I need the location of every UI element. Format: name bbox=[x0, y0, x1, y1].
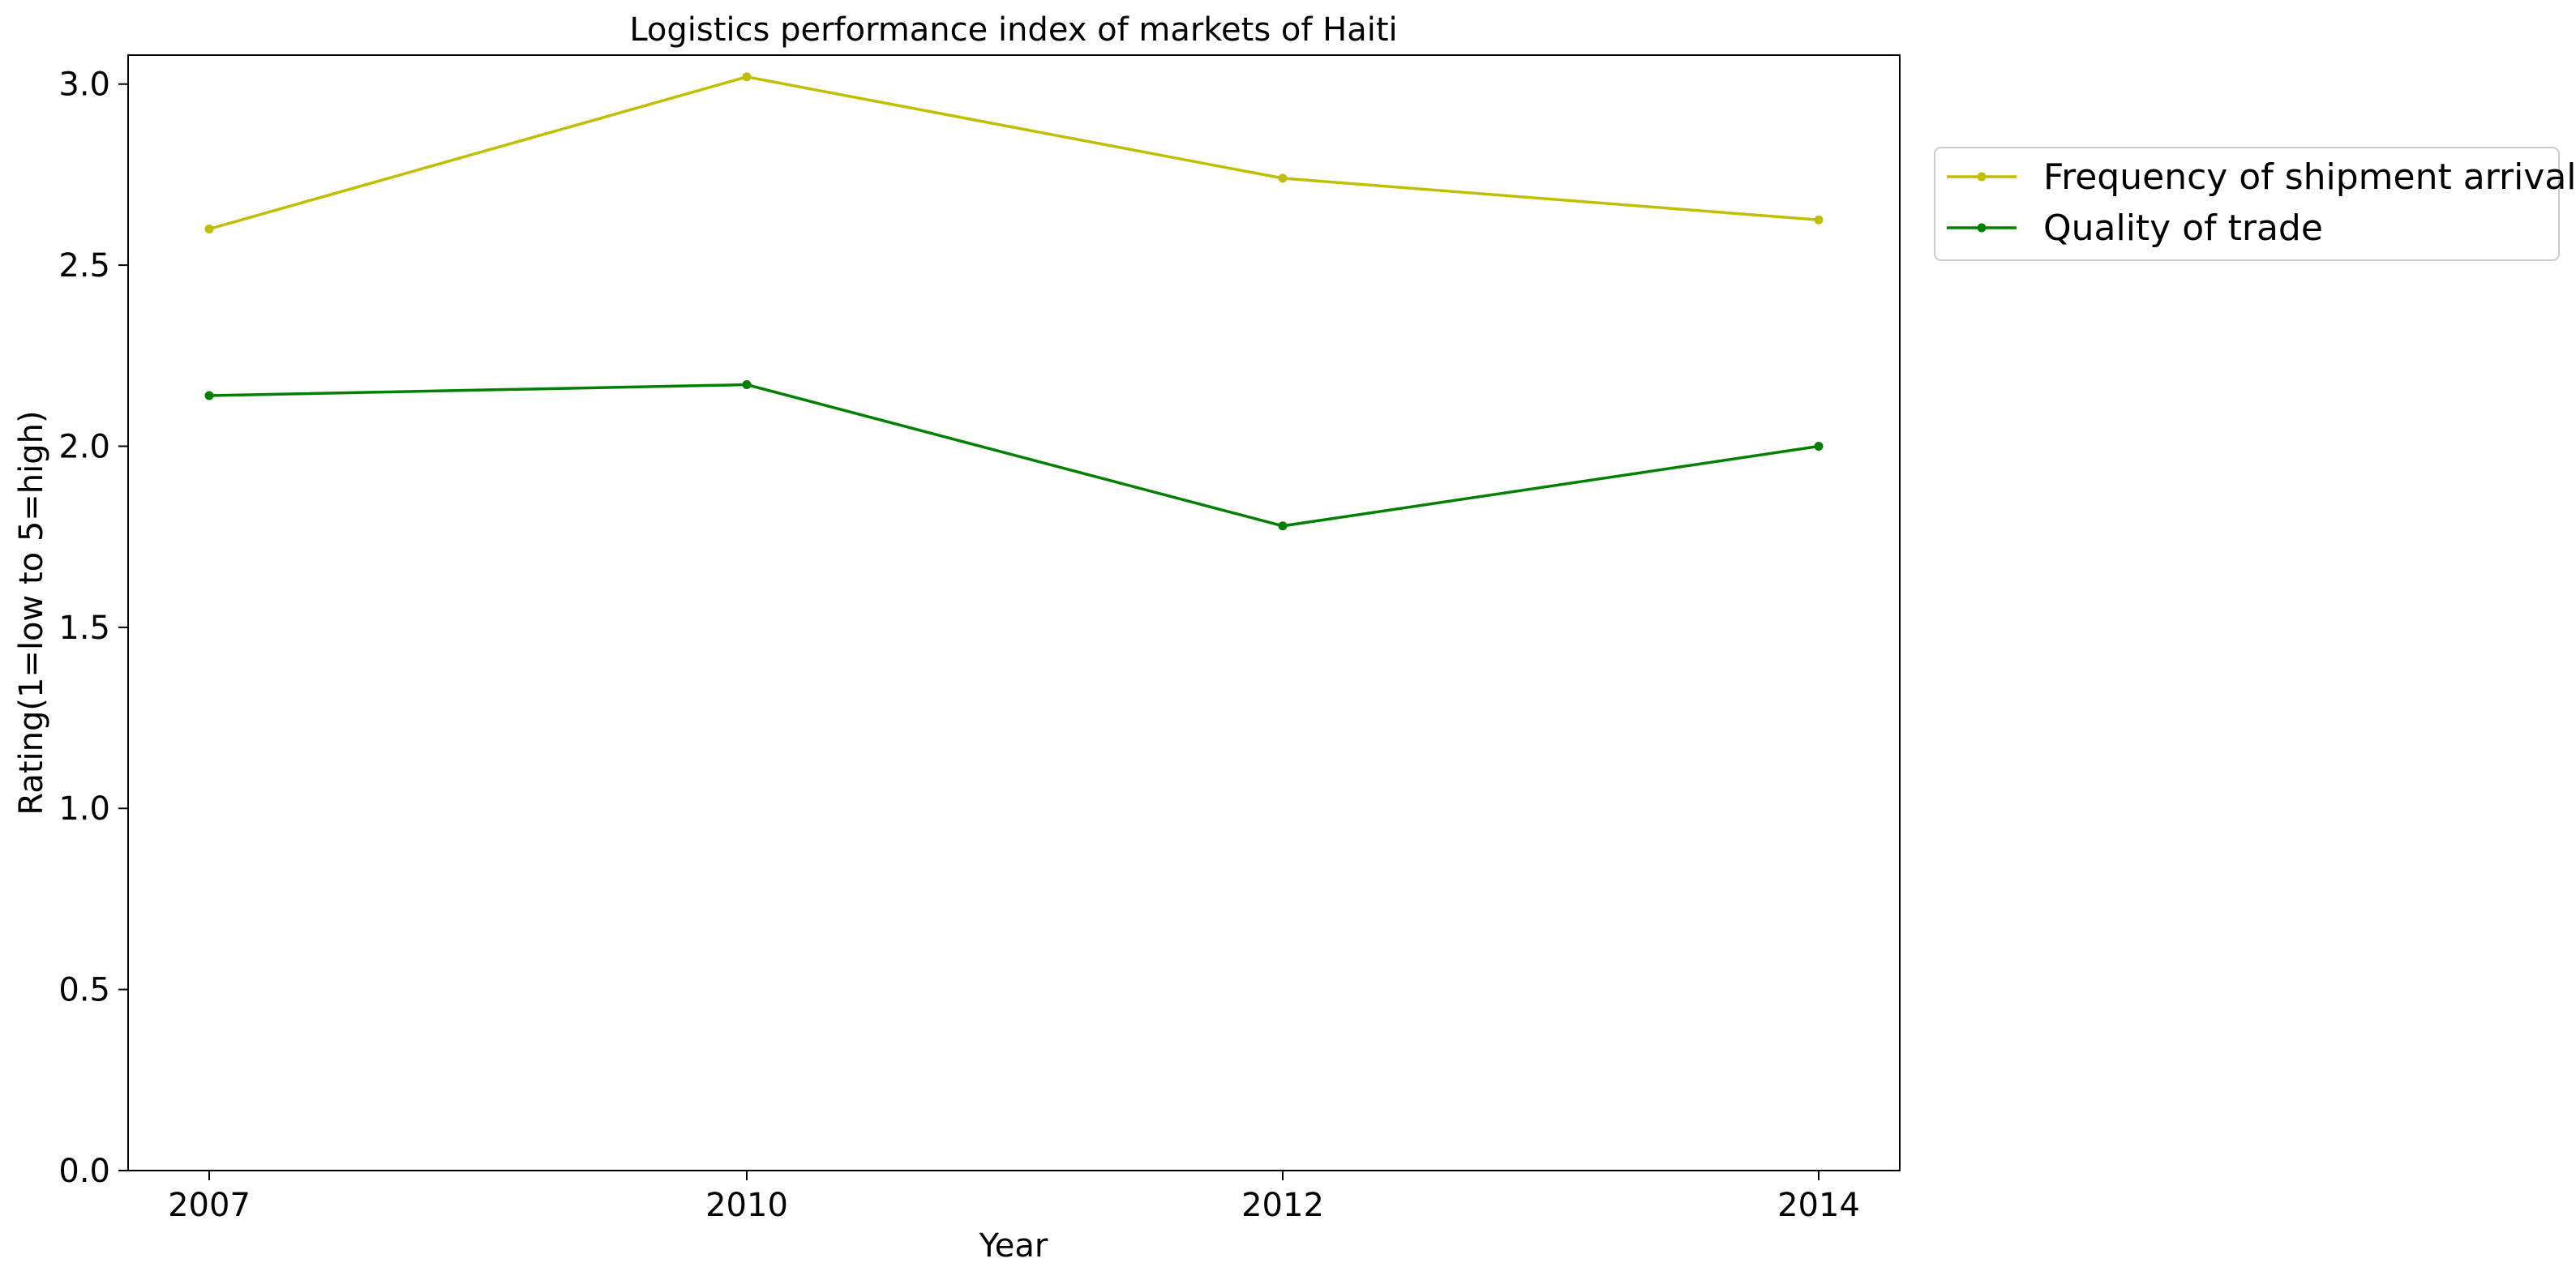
y-tick-label: 1.5 bbox=[58, 610, 110, 647]
legend-marker bbox=[1977, 223, 1987, 233]
legend-label: Quality of trade bbox=[2043, 208, 2323, 249]
x-axis-label: Year bbox=[979, 1227, 1048, 1265]
y-tick-label: 2.0 bbox=[58, 428, 110, 465]
data-point bbox=[1814, 441, 1824, 451]
data-point bbox=[204, 224, 214, 233]
y-tick-label: 0.0 bbox=[58, 1153, 110, 1190]
data-point bbox=[204, 391, 214, 400]
data-point bbox=[1278, 173, 1288, 183]
y-tick-label: 0.5 bbox=[58, 972, 110, 1009]
data-point bbox=[742, 72, 752, 82]
y-tick-label: 1.0 bbox=[58, 790, 110, 828]
x-tick-label: 2012 bbox=[1241, 1187, 1324, 1224]
series-line-2 bbox=[208, 383, 1819, 528]
legend: Frequency of shipment arrival Quality of … bbox=[1934, 147, 2576, 261]
legend-label: Frequency of shipment arrival bbox=[2043, 156, 2576, 198]
y-tick-label: 2.5 bbox=[58, 247, 110, 285]
data-point bbox=[1814, 215, 1824, 225]
y-tick-label: 3.0 bbox=[58, 66, 110, 104]
y-axis-label: Rating(1=low to 5=high) bbox=[13, 410, 50, 815]
legend-marker bbox=[1977, 172, 1987, 182]
y-axis: 0.0 0.5 1.0 1.5 2.0 2.5 3.0 bbox=[58, 66, 128, 1190]
data-point bbox=[742, 380, 752, 390]
x-tick-label: 2010 bbox=[705, 1187, 788, 1224]
legend-box bbox=[1934, 147, 2560, 261]
data-point bbox=[1278, 521, 1288, 531]
series-layer bbox=[204, 72, 1824, 531]
x-tick-label: 2007 bbox=[168, 1187, 251, 1224]
series-line-1 bbox=[208, 75, 1819, 231]
plot-area bbox=[127, 54, 1901, 1171]
chart-title: Logistics performance index of markets o… bbox=[629, 11, 1397, 49]
x-axis: 2007 2010 2012 2014 bbox=[168, 1171, 1860, 1224]
x-tick-label: 2014 bbox=[1777, 1187, 1860, 1224]
